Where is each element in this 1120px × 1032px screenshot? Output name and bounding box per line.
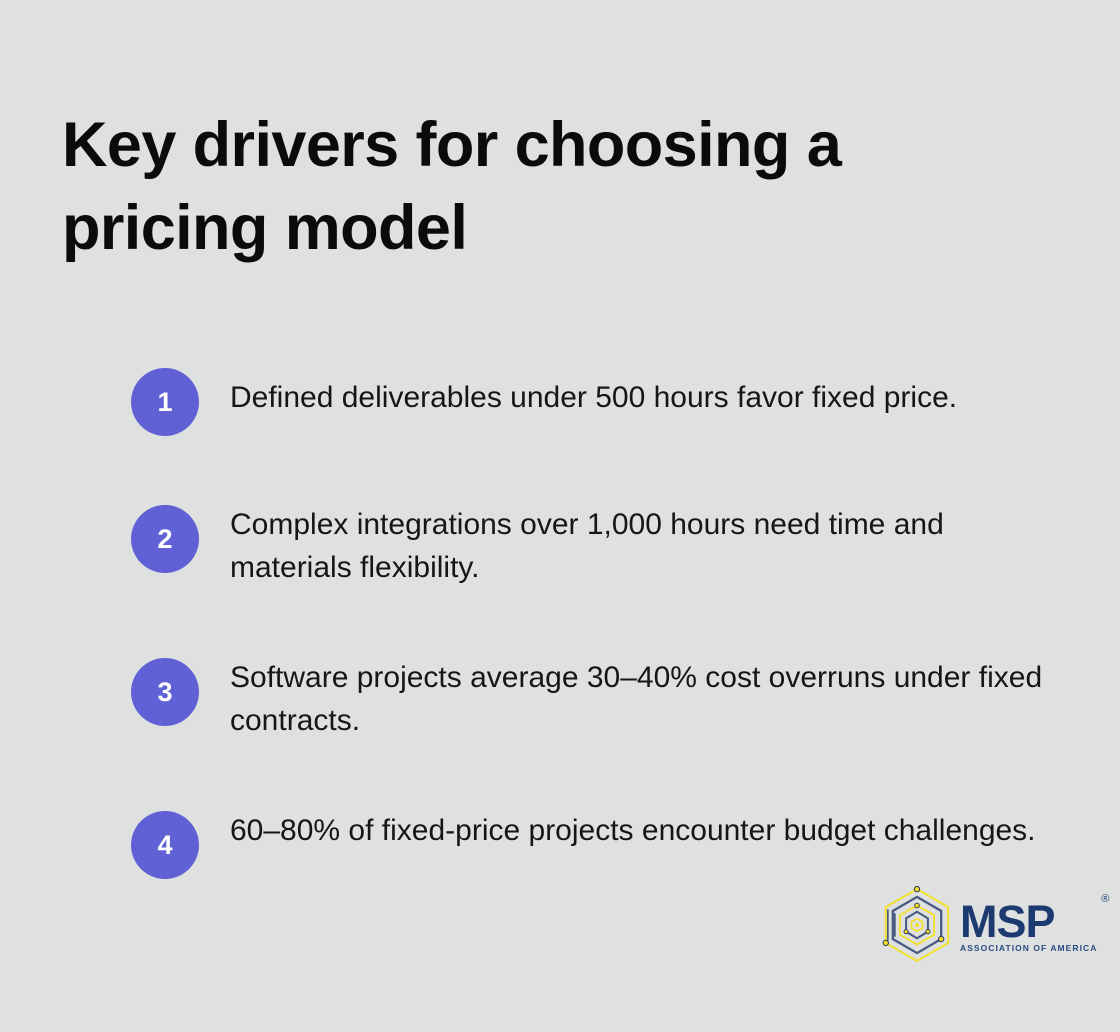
list-item-number-badge: 3 [131, 658, 199, 726]
list-item: 2 Complex integrations over 1,000 hours … [131, 495, 1071, 589]
list-item-number-badge: 2 [131, 505, 199, 573]
logo-wordmark: MSP [960, 895, 1056, 947]
msp-association-logo: MSP ® ASSOCIATION OF AMERICA [878, 884, 1109, 966]
page-title: Key drivers for choosing a pricing model [62, 110, 842, 263]
list-item-text: Defined deliverables under 500 hours fav… [230, 381, 958, 414]
list-item-text: Software projects average 30–40% cost ov… [230, 661, 1043, 737]
title-block: Key drivers for choosing a pricing model [62, 104, 962, 270]
list-item-text: 60–80% of fixed-price projects encounter… [230, 814, 1036, 847]
list-item: 1 Defined deliverables under 500 hours f… [131, 368, 1071, 436]
list-item: 3 Software projects average 30–40% cost … [131, 648, 1071, 742]
list-item-number-badge: 4 [131, 811, 199, 879]
registered-trademark-icon: ® [1101, 892, 1110, 905]
list-item-text: Complex integrations over 1,000 hours ne… [230, 508, 944, 584]
logo-wordmark-block: MSP ® ASSOCIATION OF AMERICA [960, 893, 1109, 954]
logo-tagline: ASSOCIATION OF AMERICA [960, 942, 1098, 953]
list-item-number-badge: 1 [131, 368, 199, 436]
list-item: 4 60–80% of fixed-price projects encount… [131, 801, 1071, 879]
key-drivers-list: 1 Defined deliverables under 500 hours f… [131, 368, 1071, 879]
hexagon-network-icon [882, 886, 950, 962]
